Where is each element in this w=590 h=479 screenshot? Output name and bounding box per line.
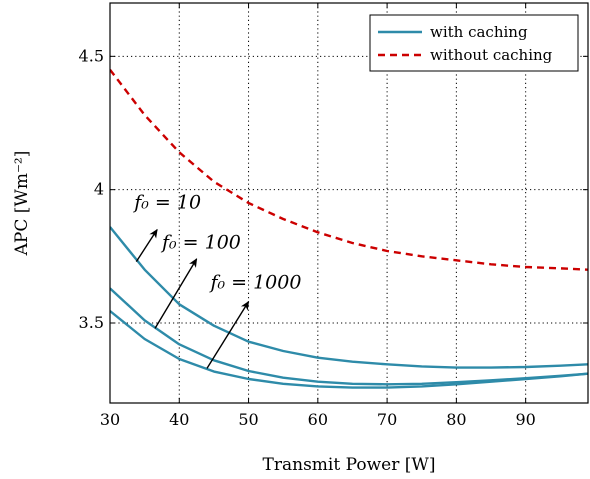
annotation-arrow — [154, 258, 198, 329]
y-tick-label: 3.5 — [79, 313, 104, 332]
annotation-label: f₀ = 100 — [160, 231, 241, 253]
annotation-label: f₀ = 10 — [132, 191, 201, 213]
series-line-f0-1000 — [110, 310, 588, 389]
x-tick-label: 70 — [377, 410, 397, 429]
series-layer — [110, 68, 588, 389]
x-tick-label: 40 — [169, 410, 189, 429]
x-tick-label: 90 — [515, 410, 535, 429]
series-line-f0-10 — [110, 226, 588, 369]
y-tick-label: 4.5 — [79, 46, 104, 65]
annotations: f₀ = 10 f₀ = 100 f₀ = 1000 — [132, 191, 301, 369]
ticks: 30 40 50 60 70 80 90 3.5 4 4.5 — [79, 3, 588, 429]
y-tick-label: 4 — [94, 180, 104, 199]
series-line-f0-100 — [110, 287, 588, 386]
legend-label: with caching — [430, 23, 528, 41]
legend-box — [369, 14, 579, 72]
series-line-without-caching — [110, 68, 588, 271]
x-tick-label: 60 — [308, 410, 328, 429]
x-tick-label: 30 — [100, 410, 120, 429]
y-axis-label: APC [Wm⁻²] — [12, 151, 32, 257]
x-tick-label: 80 — [446, 410, 466, 429]
annotation-arrow — [206, 300, 250, 369]
legend: with caching without caching — [369, 14, 579, 72]
annotation-arrow — [135, 228, 158, 263]
x-tick-label: 50 — [238, 410, 258, 429]
plot-frame — [109, 2, 589, 404]
legend-label: without caching — [430, 46, 553, 64]
x-axis-label: Transmit Power [W] — [263, 455, 436, 475]
annotation-label: f₀ = 1000 — [208, 271, 301, 293]
